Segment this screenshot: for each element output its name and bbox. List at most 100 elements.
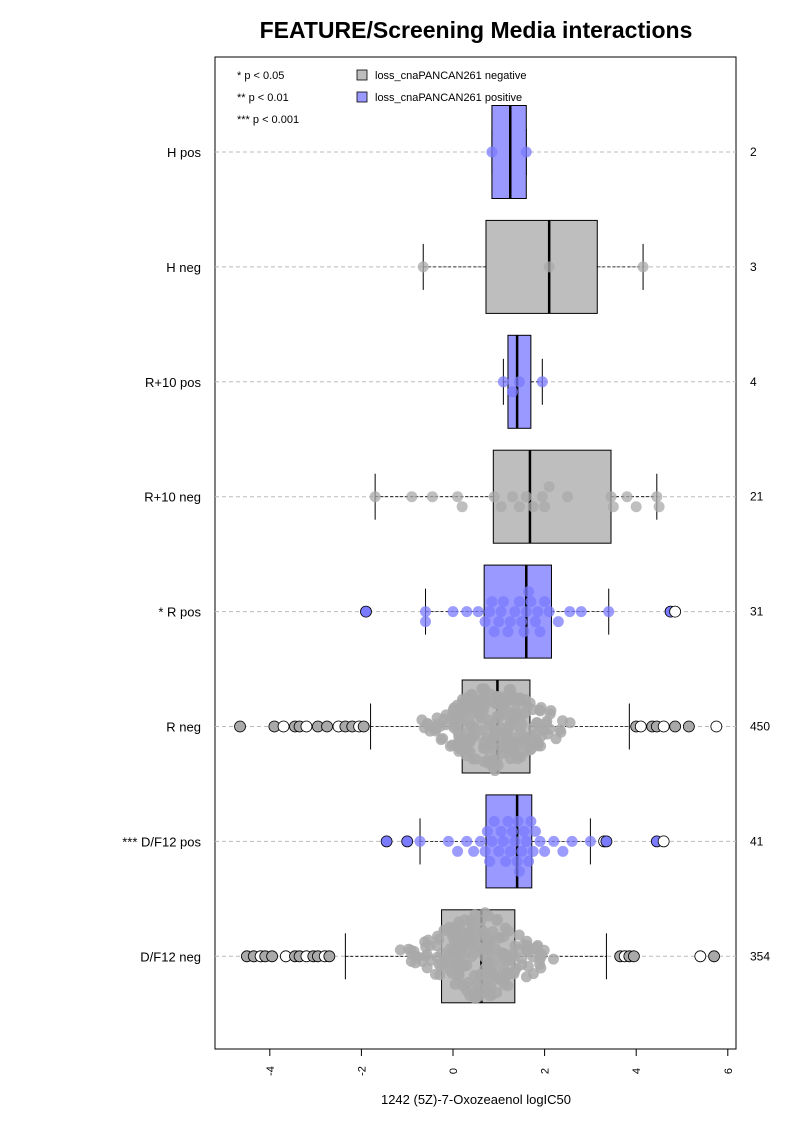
data-point xyxy=(495,696,507,708)
group-label: H neg xyxy=(166,260,201,275)
data-point xyxy=(479,845,491,857)
data-point xyxy=(513,376,525,388)
outlier-point xyxy=(682,720,695,733)
data-point xyxy=(447,606,459,618)
outlier-point xyxy=(234,720,246,733)
data-point xyxy=(469,992,481,1004)
data-point xyxy=(520,491,532,503)
data-point xyxy=(536,376,548,388)
data-point xyxy=(486,596,498,608)
group-count: 31 xyxy=(750,605,764,619)
data-point xyxy=(513,929,525,941)
data-point xyxy=(557,715,569,727)
data-point xyxy=(504,616,516,628)
data-point xyxy=(522,700,534,712)
data-point xyxy=(630,501,642,513)
group-count: 4 xyxy=(750,375,757,389)
data-point xyxy=(455,927,467,939)
outlier-point xyxy=(710,720,723,733)
data-point xyxy=(531,717,543,729)
data-point xyxy=(520,146,532,158)
data-point xyxy=(539,501,551,513)
data-point xyxy=(552,616,564,628)
data-point xyxy=(493,932,505,944)
legend-label-negative: loss_cnaPANCAN261 negative xyxy=(375,70,526,82)
data-point xyxy=(541,715,553,727)
outlier-point xyxy=(300,720,313,733)
data-point xyxy=(466,917,478,929)
data-point xyxy=(564,606,576,618)
group-count: 450 xyxy=(750,720,770,734)
data-point xyxy=(509,835,521,847)
data-point xyxy=(504,845,516,857)
data-point xyxy=(452,726,464,738)
data-point xyxy=(527,501,539,513)
legend-swatch-negative xyxy=(356,69,368,81)
outlier-point xyxy=(669,605,682,618)
data-point xyxy=(653,501,665,513)
data-point xyxy=(534,704,546,716)
data-point xyxy=(497,596,509,608)
group-label: H pos xyxy=(167,145,201,160)
series-legend: loss_cnaPANCAN261 negative loss_cnaPANCA… xyxy=(356,69,526,104)
data-point xyxy=(488,815,500,827)
group-count: 21 xyxy=(750,490,764,504)
sig-legend-3: *** p < 0.001 xyxy=(237,114,299,126)
box-layer xyxy=(344,105,658,1004)
data-point xyxy=(455,717,467,729)
group-labels: H pos 2 H neg 3 R+10 pos 4 R+10 neg 21 * R pos 31… xyxy=(122,145,770,964)
data-point xyxy=(539,845,551,857)
data-point xyxy=(445,927,457,939)
outlier-point xyxy=(323,950,336,963)
data-point xyxy=(369,491,381,503)
data-point xyxy=(451,699,463,711)
data-point xyxy=(516,959,528,971)
significance-legend: * p < 0.05 ** p < 0.01 *** p < 0.001 xyxy=(237,70,299,126)
data-point xyxy=(518,939,530,951)
group-count: 354 xyxy=(750,949,770,963)
data-point xyxy=(461,739,473,751)
outlier-point xyxy=(357,720,370,733)
data-point xyxy=(485,980,497,992)
group-label: * R pos xyxy=(158,605,201,620)
data-point xyxy=(435,960,447,972)
data-point xyxy=(414,835,426,847)
data-point xyxy=(534,626,546,638)
data-point xyxy=(503,925,515,937)
data-point xyxy=(503,736,515,748)
data-point xyxy=(525,596,537,608)
data-point xyxy=(482,933,494,945)
data-point xyxy=(514,692,526,704)
data-point xyxy=(477,942,489,954)
data-point xyxy=(502,626,514,638)
data-point xyxy=(491,913,503,925)
legend-label-positive: loss_cnaPANCAN261 positive xyxy=(375,92,522,104)
group-count: 2 xyxy=(750,145,757,159)
data-point xyxy=(543,261,555,273)
group-count: 41 xyxy=(750,834,764,848)
data-point xyxy=(507,491,519,503)
data-point xyxy=(621,491,633,503)
data-point xyxy=(479,616,491,628)
data-point xyxy=(603,606,615,618)
data-point xyxy=(420,616,432,628)
data-point xyxy=(523,855,535,867)
data-point xyxy=(550,733,562,745)
data-point xyxy=(534,835,546,847)
data-point xyxy=(456,979,468,991)
data-point xyxy=(484,755,496,767)
data-point xyxy=(493,845,505,857)
data-point xyxy=(394,944,406,956)
data-point xyxy=(405,955,417,967)
data-point xyxy=(543,481,555,493)
x-tick-label: 2 xyxy=(540,1068,552,1074)
data-point xyxy=(520,606,532,618)
data-point xyxy=(507,718,519,730)
data-point xyxy=(529,616,541,628)
data-point xyxy=(456,501,468,513)
data-point xyxy=(489,765,501,777)
plot-frame xyxy=(214,56,737,1050)
data-point xyxy=(509,606,521,618)
data-point xyxy=(507,825,519,837)
